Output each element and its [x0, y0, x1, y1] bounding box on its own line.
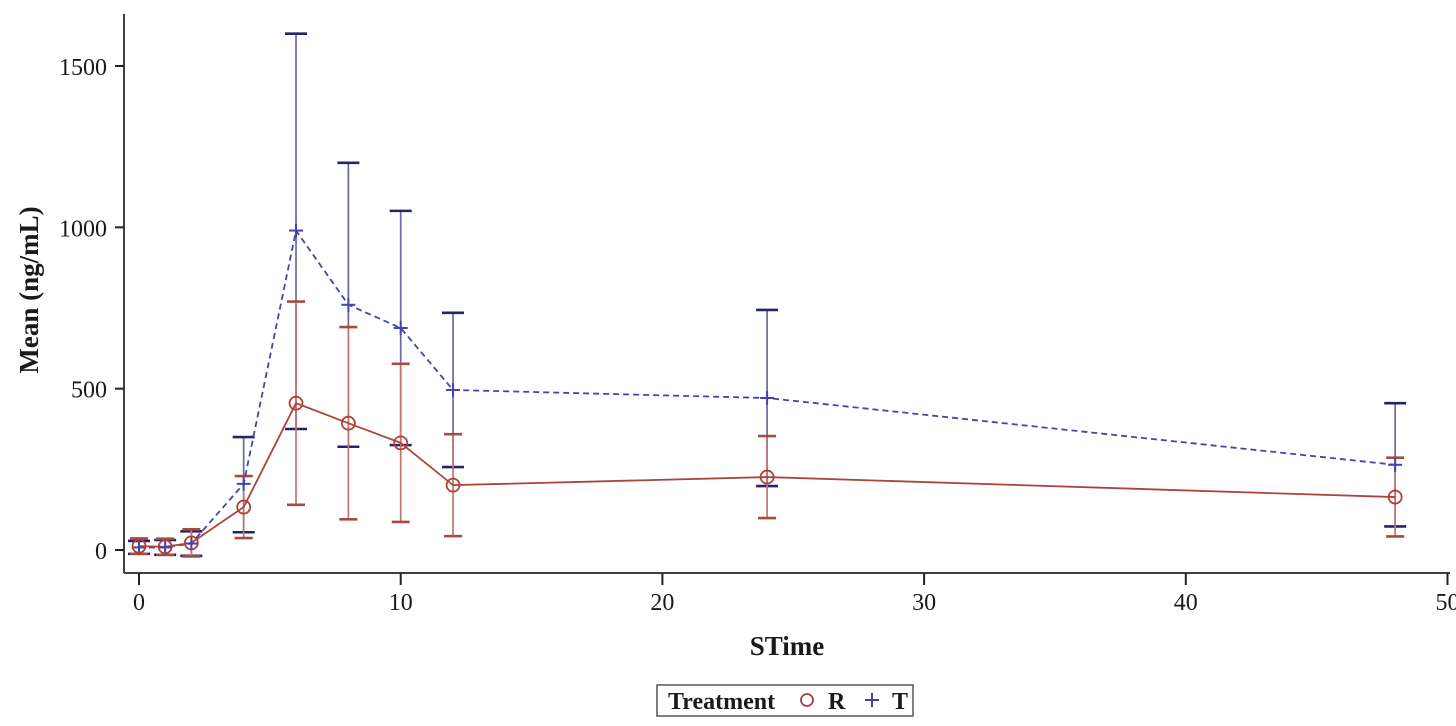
- x-tick-label: 40: [1174, 590, 1198, 616]
- data-point-circle-R: [236, 499, 252, 515]
- x-tick-label: 20: [650, 590, 674, 616]
- data-point-circle-R: [1387, 489, 1403, 505]
- data-point-circle-R: [445, 477, 461, 493]
- data-point-circle-R: [288, 395, 304, 411]
- y-axis-title: Mean (ng/mL): [14, 206, 44, 373]
- x-tick-label: 10: [389, 590, 413, 616]
- data-point-circle-R: [183, 535, 199, 551]
- data-point-circle-R: [131, 538, 147, 554]
- x-tick-label: 30: [912, 590, 936, 616]
- legend-title: Treatment: [668, 689, 775, 715]
- y-tick-label: 500: [71, 378, 107, 404]
- data-point-circle-R: [759, 469, 775, 485]
- legend-entry-label: R: [828, 689, 846, 715]
- x-tick-label: 0: [133, 590, 145, 616]
- legend-marker-circle: [800, 693, 814, 707]
- legend-entry-label: T: [892, 689, 908, 715]
- data-point-circle-R: [340, 415, 356, 431]
- data-point-circle-R: [393, 435, 409, 451]
- y-tick-label: 1500: [59, 55, 107, 81]
- data-point-circle-R: [157, 539, 173, 555]
- x-axis-title: STime: [750, 631, 825, 661]
- y-tick-label: 1000: [59, 216, 107, 242]
- x-tick-label: 50: [1436, 590, 1456, 616]
- y-tick-label: 0: [95, 539, 107, 565]
- series-line-R: [138, 402, 1396, 548]
